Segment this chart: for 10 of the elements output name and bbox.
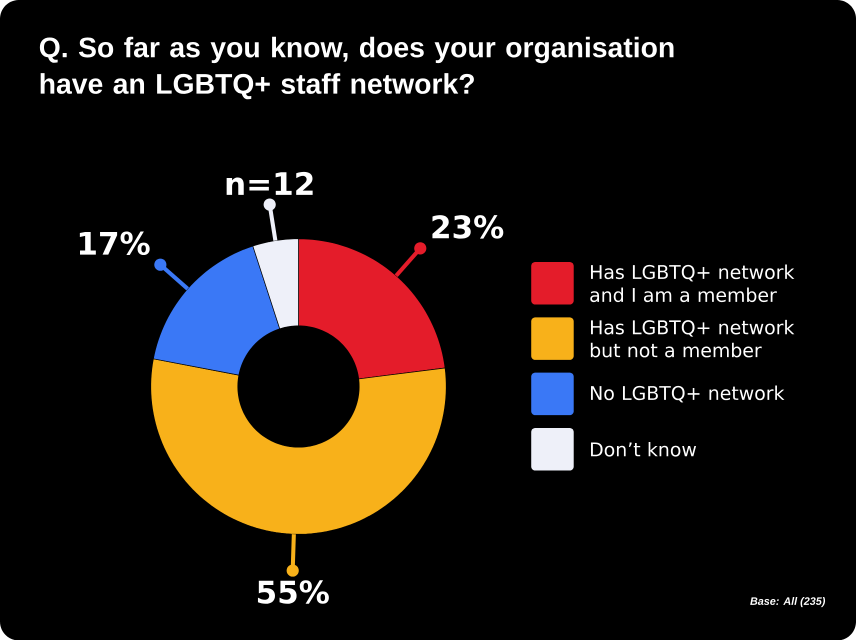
legend-label: No LGBTQ+ network <box>591 385 784 402</box>
legend-label: Has LGBTQ+ network and I am a member <box>590 264 794 302</box>
chart-title: Q. So far as you know, does your organisation have an LGBTQ+ staff network? <box>40 36 674 99</box>
text: Base: All (235) <box>750 596 826 607</box>
legend-label: Don’t know <box>591 442 696 456</box>
data-label: 17% <box>80 231 150 255</box>
data-label: 23% <box>432 214 504 238</box>
data-label: 55% <box>258 580 329 604</box>
legend-label: Has LGBTQ+ network but not a member <box>590 320 794 358</box>
text: n=12 <box>226 172 313 195</box>
